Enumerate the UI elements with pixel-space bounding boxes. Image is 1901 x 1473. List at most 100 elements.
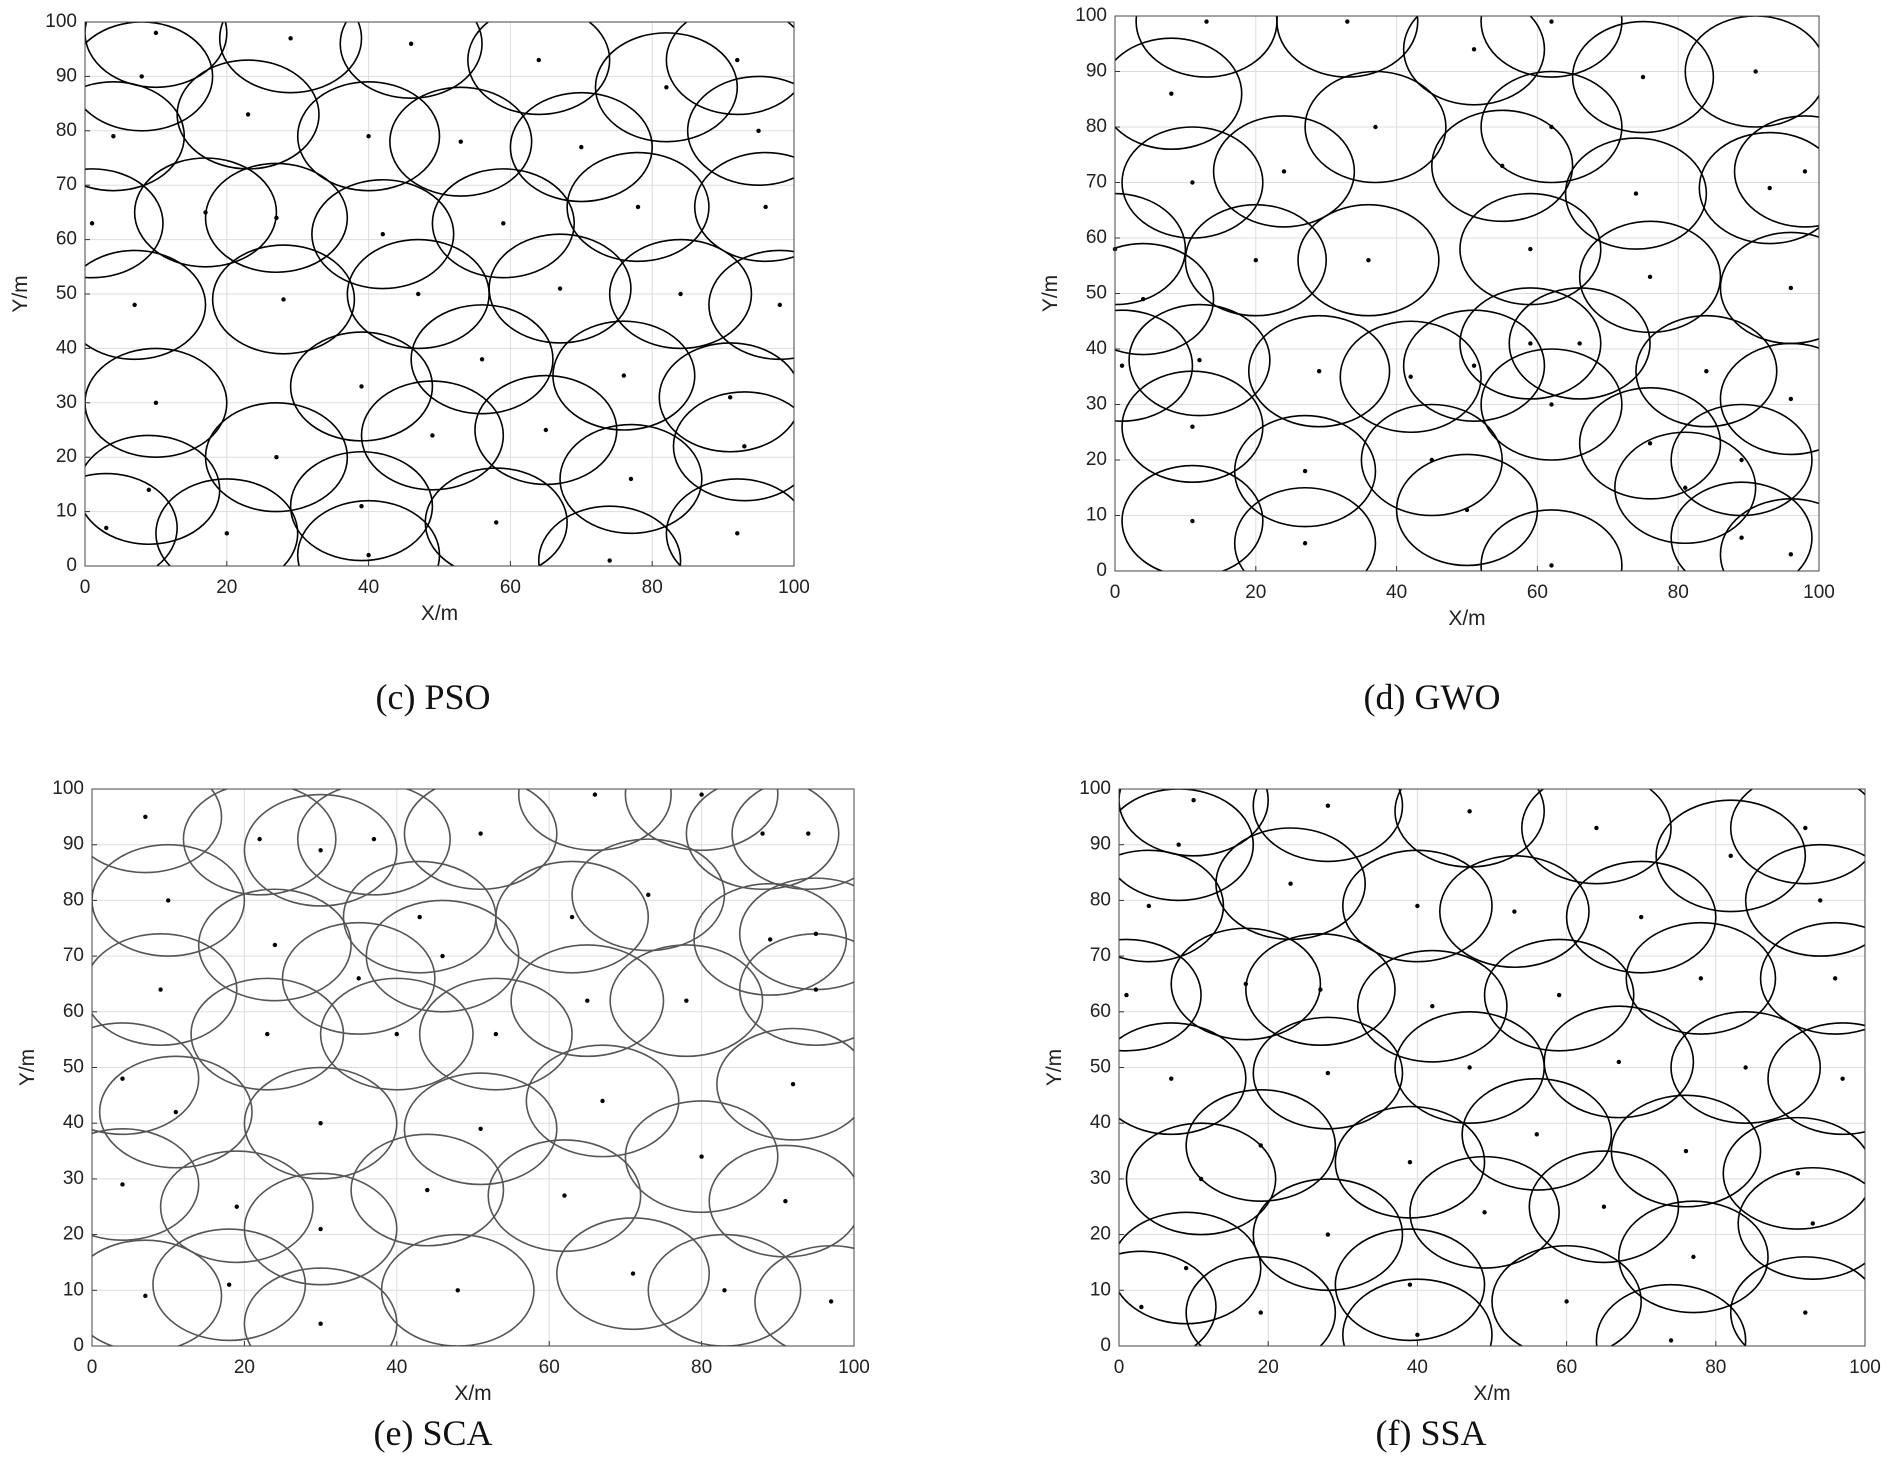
sensor-node <box>790 1082 796 1087</box>
sensor-node <box>760 831 765 836</box>
coverage-circle <box>85 22 214 132</box>
y-tick-label: 50 <box>1090 1057 1111 1078</box>
sensor-node <box>1803 825 1808 831</box>
sensor-node <box>536 57 541 63</box>
coverage-circle <box>1625 921 1777 1035</box>
coverage-circle <box>1571 20 1715 134</box>
sensor-node <box>458 139 463 144</box>
coverage-circle <box>467 22 611 116</box>
sensor-node <box>1753 69 1758 74</box>
coverage-circle <box>1618 1200 1769 1314</box>
sensor-node <box>1464 507 1470 513</box>
coverage-circle <box>1733 115 1819 228</box>
coverage-circle <box>360 380 505 491</box>
coverage-circle <box>350 1133 505 1247</box>
sensor-node <box>1788 552 1794 557</box>
sensor-node <box>806 831 811 836</box>
coverage-circle <box>1409 1155 1560 1269</box>
sensor-node <box>139 74 144 79</box>
sensor-node <box>1512 909 1517 914</box>
sensor-node <box>699 1154 704 1159</box>
sensor-node <box>318 848 323 853</box>
sensor-node <box>722 1288 727 1293</box>
sensor-node <box>1788 396 1794 402</box>
sensor-node <box>173 1109 179 1115</box>
y-tick-label: 40 <box>63 1112 84 1133</box>
sensor-node <box>1467 809 1472 814</box>
sensor-node <box>1191 797 1196 803</box>
coverage-circle <box>1276 16 1419 78</box>
coverage-circle <box>1459 287 1602 400</box>
coverage-circle <box>1480 509 1623 571</box>
y-tick-label: 20 <box>56 446 77 467</box>
sensor-node <box>1802 169 1808 174</box>
x-tick-label: 60 <box>1556 1357 1577 1378</box>
sensor-node <box>153 400 159 405</box>
sensor-node <box>1124 992 1129 998</box>
y-tick-label: 80 <box>1090 889 1111 910</box>
y-tick-label: 100 <box>1079 778 1111 799</box>
coverage-circle <box>85 168 164 279</box>
coverage-circle <box>1719 342 1819 456</box>
panel: 0 20 40 60 80 100 0 10 20 30 40 50 60 70 80 90 100 X/m Y/m… <box>9 11 810 717</box>
coverage-circle <box>1212 115 1356 228</box>
y-tick-label: 10 <box>63 1279 84 1300</box>
coverage-circle <box>1670 481 1813 571</box>
sensor-node <box>394 1031 399 1037</box>
x-tick-label: 20 <box>216 577 237 598</box>
coverage-circle <box>182 789 337 896</box>
y-tick-label: 50 <box>63 1057 84 1078</box>
sensor-node <box>813 987 819 992</box>
sensor-node <box>1633 191 1639 196</box>
coverage-circle <box>517 789 672 852</box>
sensor-node <box>646 892 651 898</box>
coverage-circle <box>1737 1166 1865 1280</box>
y-tick-label: 20 <box>1086 449 1107 470</box>
y-tick-label: 90 <box>63 834 84 855</box>
sensor-node <box>1169 1076 1174 1081</box>
coverage-circle <box>1528 1150 1680 1264</box>
coverage-circle <box>693 882 848 996</box>
coverage-circle <box>1395 453 1539 567</box>
sensor-node <box>1415 1332 1420 1338</box>
sensor-node <box>1467 1065 1472 1070</box>
coverage-circle <box>281 921 436 1035</box>
sensor-node <box>1146 903 1152 909</box>
coverage-circle <box>155 478 299 566</box>
coverage-circle <box>509 91 653 203</box>
panel-caption: (c) PSO <box>376 677 491 717</box>
x-tick-label: 40 <box>1386 582 1407 603</box>
coverage-circle <box>1729 1256 1865 1346</box>
coverage-circle <box>1115 242 1215 356</box>
coverage-circle <box>556 1217 711 1331</box>
coverage-circle <box>1565 860 1717 974</box>
y-tick-label: 50 <box>56 283 77 304</box>
sensor-node <box>430 433 435 438</box>
sensor-node <box>1647 441 1653 446</box>
sensor-node <box>425 1187 430 1193</box>
coverage-circle <box>1334 1228 1486 1342</box>
coverage-circle <box>754 1244 854 1346</box>
coverage-circle <box>403 1072 558 1186</box>
x-tick-label: 60 <box>539 1357 560 1378</box>
sensor-node <box>318 1121 323 1126</box>
coverage-circle <box>1119 789 1255 902</box>
sensor-node <box>1832 976 1838 981</box>
coverage-circle <box>1121 464 1264 571</box>
y-tick-label: 20 <box>1090 1224 1111 1245</box>
sensor-node <box>1176 842 1181 847</box>
sensor-node <box>245 112 251 117</box>
sensor-node <box>1197 357 1202 363</box>
plot-frame <box>84 21 795 567</box>
sensor-node <box>1471 47 1477 52</box>
y-tick-label: 40 <box>56 337 77 358</box>
sensor-node <box>281 297 286 302</box>
sensor-node <box>1594 825 1599 831</box>
sensor-node <box>1325 1070 1331 1076</box>
sensor-node <box>1325 803 1331 808</box>
sensor-node <box>494 520 499 525</box>
sensor-node <box>478 1126 483 1131</box>
sensor-node <box>1500 163 1505 169</box>
y-tick-label: 0 <box>1096 560 1107 581</box>
